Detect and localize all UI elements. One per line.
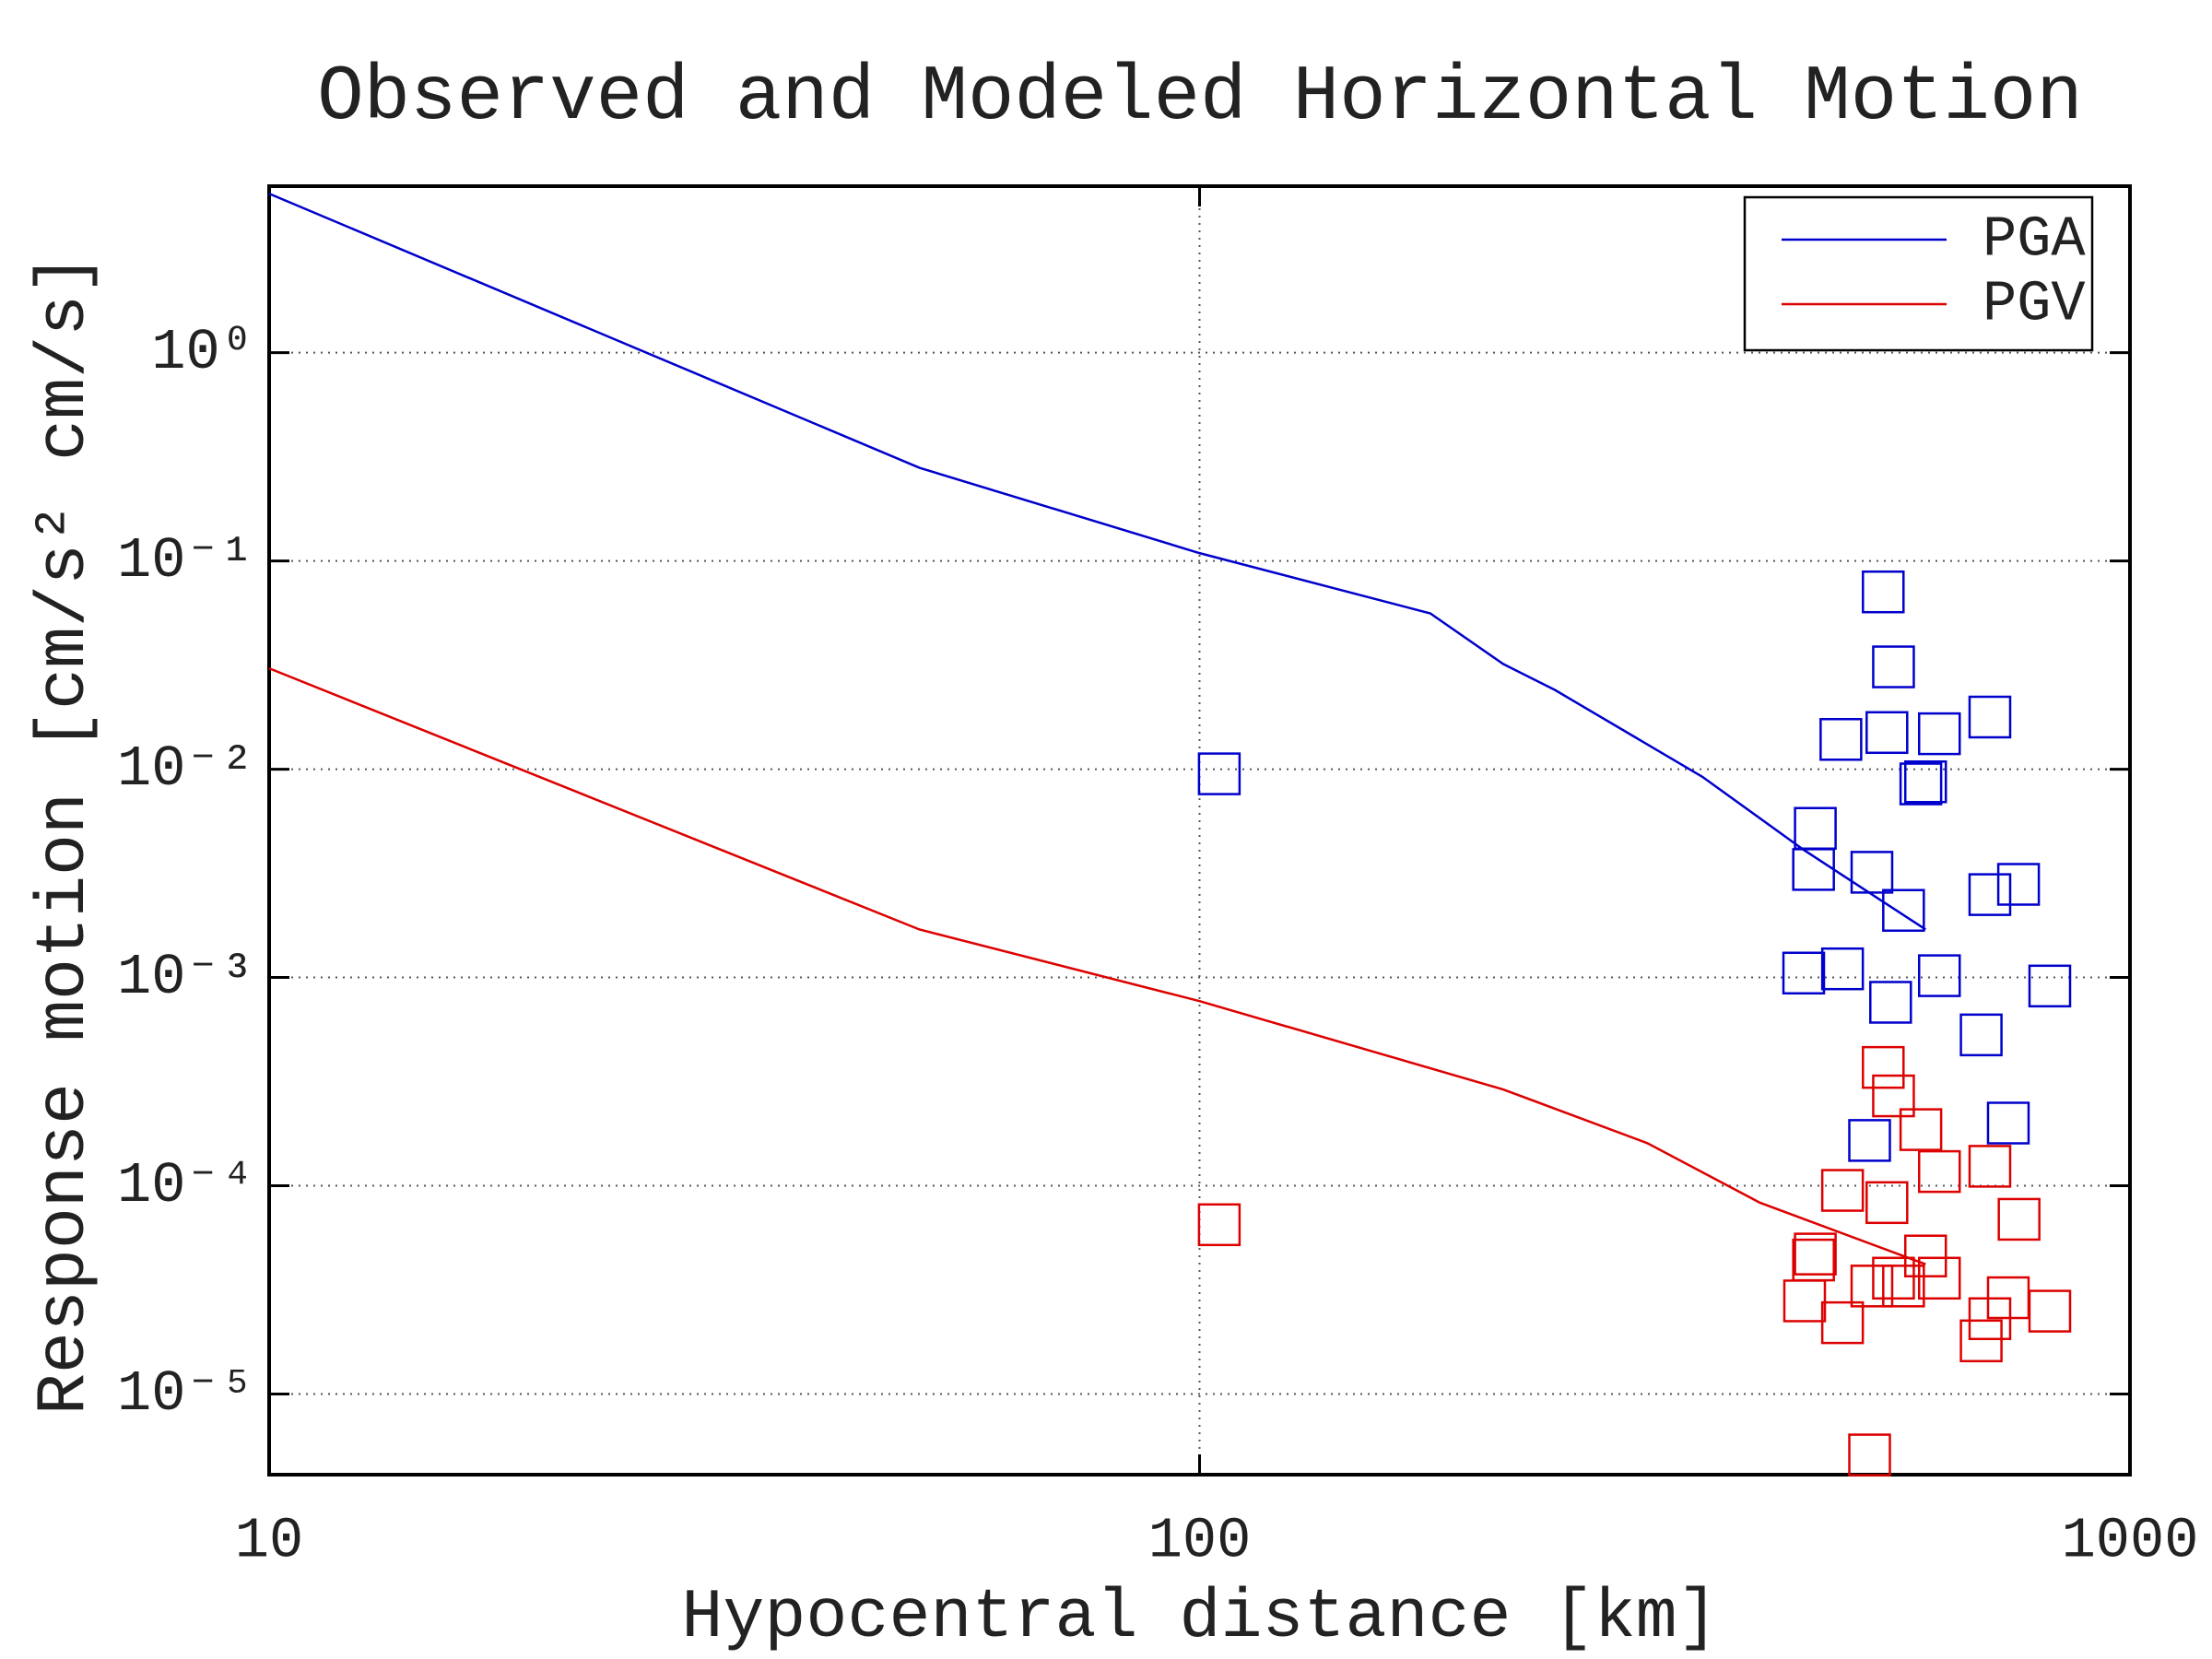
data-line	[268, 666, 1926, 1265]
plot-frame	[267, 184, 2132, 1477]
observed-marker	[1869, 981, 1912, 1024]
legend-label: PGV	[1983, 271, 2086, 336]
observed-marker	[1872, 1074, 1915, 1118]
legend-box	[1743, 195, 2094, 352]
observed-marker	[1865, 1181, 1909, 1225]
y-tick-label: 10⁻³	[117, 945, 254, 1010]
observed-marker	[1996, 863, 2041, 906]
observed-marker	[1862, 570, 1905, 614]
y-tick-label: 10⁻²	[117, 736, 254, 802]
observed-marker	[1794, 1232, 1837, 1276]
x-tick-label: 100	[1148, 1508, 1252, 1573]
observed-marker	[1820, 1300, 1865, 1345]
observed-marker	[1820, 1169, 1865, 1212]
x-axis-label: Hypocentral distance [km]	[681, 1579, 1718, 1657]
observed-marker	[1850, 1265, 1894, 1308]
legend-label: PGA	[1983, 206, 2086, 272]
y-tick-label: 10⁻⁵	[117, 1361, 254, 1427]
observed-marker	[1820, 947, 1865, 991]
observed-marker	[1882, 1265, 1925, 1308]
observed-marker	[1872, 645, 1915, 688]
observed-marker	[1862, 1045, 1905, 1089]
y-tick-label: 10⁰	[151, 320, 254, 385]
observed-marker	[2028, 964, 2072, 1008]
x-tick-label: 10	[235, 1508, 303, 1573]
observed-marker	[1986, 1101, 2030, 1145]
observed-marker	[1917, 954, 1961, 997]
data-line	[268, 192, 1926, 931]
observed-marker	[1872, 1256, 1915, 1300]
observed-marker	[1997, 1197, 2041, 1241]
observed-marker	[2028, 1289, 2072, 1333]
observed-marker	[1882, 888, 1925, 932]
observed-marker	[1197, 1203, 1241, 1247]
observed-marker	[1917, 712, 1961, 756]
y-axis-label: Response motion [cm/s² cm/s]	[26, 253, 104, 1415]
y-tick-label: 10⁻¹	[117, 528, 254, 594]
x-tick-label: 1000	[2062, 1508, 2199, 1573]
chart-title: Observed and Modeled Horizontal Motion	[317, 54, 2083, 142]
observed-marker	[1959, 1319, 2003, 1363]
observed-marker	[1899, 1108, 1943, 1151]
observed-marker	[1899, 762, 1943, 806]
observed-marker	[1850, 851, 1894, 894]
observed-marker	[1819, 718, 1863, 761]
observed-marker	[1917, 1256, 1961, 1300]
observed-marker	[1865, 711, 1909, 755]
observed-marker	[1917, 1149, 1961, 1194]
observed-marker	[1959, 1013, 2003, 1057]
observed-marker	[1792, 848, 1835, 891]
observed-marker	[1783, 1279, 1827, 1323]
observed-marker	[1197, 752, 1241, 795]
y-tick-label: 10⁻⁴	[117, 1153, 254, 1218]
observed-marker	[1968, 873, 2012, 916]
observed-marker	[1903, 759, 1947, 804]
observed-marker	[1848, 1119, 1891, 1162]
observed-marker	[1968, 695, 2012, 739]
observed-marker	[1903, 1234, 1947, 1277]
observed-marker	[1848, 1433, 1891, 1477]
observed-marker	[1782, 951, 1826, 995]
observed-marker	[1968, 1145, 2012, 1188]
